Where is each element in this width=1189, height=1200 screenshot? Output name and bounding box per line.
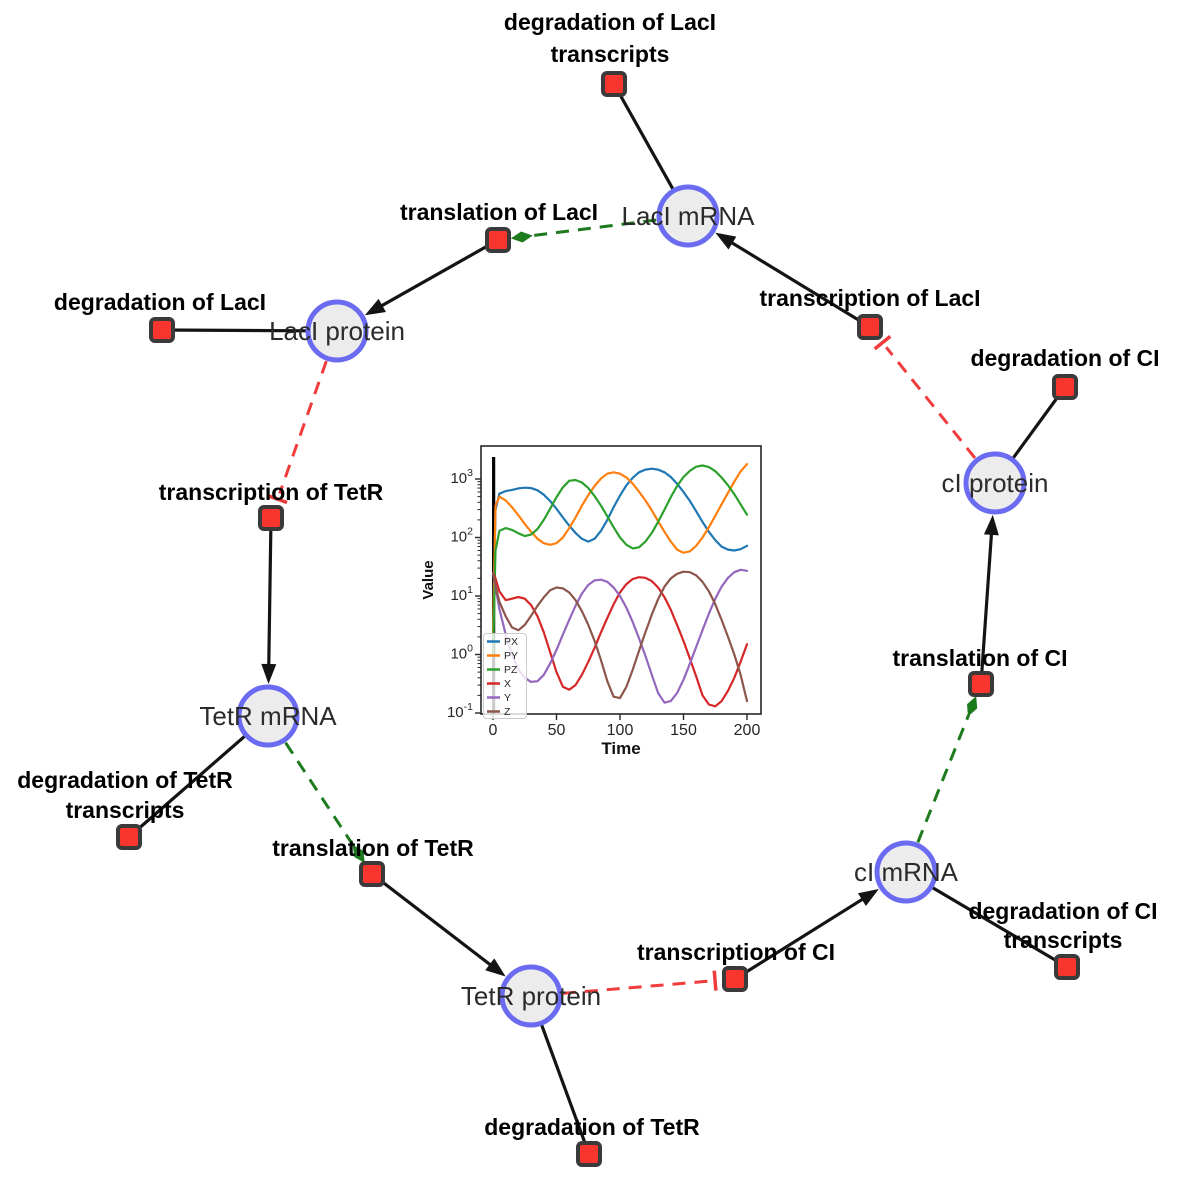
edge-modifier-tetR_mRNA-tl_tetR: [284, 741, 356, 848]
y-tick-label: 10-1: [447, 701, 473, 721]
series-line-PY: [491, 463, 749, 639]
edge-product-tetR_protein-tl_tetR-arrowhead: [485, 958, 506, 977]
x-tick-label: 200: [734, 722, 761, 739]
species-node-tetR_mRNA[interactable]: [236, 684, 300, 748]
edge-inhibitor-lacI_protein-tr_tetR: [278, 360, 328, 494]
series-line-X: [491, 571, 749, 708]
reaction-label-tr_cI: transcription of CI: [637, 939, 835, 965]
legend-label-X: X: [504, 678, 511, 690]
y-tick-label: 103: [450, 467, 473, 487]
x-axis-title: Time: [601, 739, 640, 758]
reaction-label-tr_tetR: transcription of TetR: [159, 479, 384, 505]
x-tick-label: 100: [607, 722, 634, 739]
species-label-tetR_protein: TetR protein: [461, 981, 601, 1011]
edge-inhibitor-tetR_protein-tr_cI: [562, 979, 710, 995]
legend-label-PX: PX: [504, 636, 518, 648]
x-tick-label: 0: [489, 722, 498, 739]
legend-label-PZ: PZ: [504, 664, 518, 676]
species-node-lacI_protein[interactable]: [305, 299, 369, 363]
x-tick-label: 150: [670, 722, 697, 739]
reaction-label-deg_cI: degradation of CI: [970, 345, 1159, 371]
species-node-cI_mRNA[interactable]: [874, 840, 938, 904]
reaction-node-tr_tetR[interactable]: [258, 505, 284, 531]
edge-reactant-lacI_mRNA-deg_lacI_tr: [612, 83, 675, 190]
species-node-lacI_mRNA[interactable]: [656, 184, 720, 248]
edge-product-lacI_mRNA-tr_lacI-arrowhead: [715, 232, 737, 250]
legend-label-Y: Y: [504, 692, 511, 704]
reaction-node-deg_cI[interactable]: [1052, 374, 1078, 400]
reaction-label-deg_lacI: degradation of LacI: [54, 289, 266, 315]
reaction-label-deg_cI_tr: degradation of CI transcripts: [968, 898, 1157, 953]
y-tick-label: 100: [450, 643, 473, 663]
edge-inhibitor-cI_protein-tr_lacI: [885, 346, 977, 459]
species-label-cI_mRNA: cI mRNA: [854, 857, 959, 887]
species-label-tetR_mRNA: TetR mRNA: [199, 701, 337, 731]
x-tick-label: 50: [548, 722, 566, 739]
species-label-cI_protein: cI protein: [942, 468, 1049, 498]
reaction-node-tr_cI[interactable]: [722, 966, 748, 992]
edge-product-tetR_protein-tl_tetR: [371, 872, 495, 969]
reaction-label-deg_lacI_tr: degradation of LacI transcripts: [504, 9, 716, 67]
edge-inhibitor-cI_protein-tr_lacI-tbar: [873, 334, 892, 351]
edge-inhibitor-lacI_protein-tr_tetR-tbar: [267, 494, 288, 505]
reaction-label-tl_tetR: translation of TetR: [272, 835, 474, 861]
reaction-nodes-layer: [116, 71, 1080, 1167]
edge-product-lacI_mRNA-tr_lacI: [727, 239, 871, 329]
species-node-cI_protein[interactable]: [963, 451, 1027, 515]
reaction-label-tl_lacI: translation of LacI: [400, 199, 598, 225]
y-axis-title: Value: [420, 560, 437, 599]
edge-modifier-tetR_mRNA-tl_tetR-diamond: [352, 844, 365, 864]
reaction-node-tl_lacI[interactable]: [485, 227, 511, 253]
series-line-PX: [491, 467, 749, 639]
legend-label-Z: Z: [504, 706, 511, 718]
edge-product-lacI_protein-tl_lacI-arrowhead: [364, 298, 386, 316]
edge-product-tetR_mRNA-tr_tetR-arrowhead: [261, 663, 277, 685]
edge-modifier-cI_mRNA-tl_cI: [916, 714, 971, 843]
reaction-node-deg_lacI_tr[interactable]: [601, 71, 627, 97]
series-line-Z: [491, 570, 749, 703]
series-line-PZ: [491, 464, 749, 656]
species-node-tetR_protein[interactable]: [499, 964, 563, 1028]
species-label-lacI_protein: LacI protein: [269, 316, 405, 346]
edge-product-lacI_protein-tl_lacI: [377, 238, 499, 310]
plot-legend: PX PY PZ XYZ: [483, 633, 527, 719]
edges-layer: [127, 83, 1068, 1155]
species-nodes-layer: [236, 184, 1027, 1028]
reaction-node-tr_lacI[interactable]: [857, 314, 883, 340]
series-line-Y: [491, 568, 749, 704]
edge-product-cI_protein-tl_cI: [979, 529, 994, 685]
edge-reactant-tetR_protein-deg_tetR: [540, 1024, 591, 1155]
edge-reactant-cI_mRNA-deg_cI_tr: [931, 886, 1068, 969]
species-label-lacI_mRNA: LacI mRNA: [622, 201, 756, 231]
edge-product-cI_protein-tl_cI-arrowhead: [983, 514, 999, 536]
edge-reactant-lacI_protein-deg_lacI: [161, 328, 307, 333]
labels-layer: degradation of LacI transcripts translatio…: [17, 9, 1159, 1140]
edge-product-tetR_mRNA-tr_tetR: [267, 517, 273, 670]
reaction-node-tl_tetR[interactable]: [359, 861, 385, 887]
reaction-node-deg_tetR[interactable]: [576, 1141, 602, 1167]
plot-frame: [480, 445, 762, 715]
reaction-node-deg_tetR_tr[interactable]: [116, 824, 142, 850]
reaction-node-deg_cI_tr[interactable]: [1054, 954, 1080, 980]
edge-reactant-tetR_mRNA-deg_tetR_tr: [127, 735, 246, 839]
edge-inhibitor-tetR_protein-tr_cI-tbar: [712, 970, 718, 991]
reaction-node-deg_lacI[interactable]: [149, 317, 175, 343]
edge-product-cI_mRNA-tr_cI-arrowhead: [857, 888, 879, 906]
legend-label-PY: PY: [504, 650, 518, 662]
y-tick-label: 101: [450, 584, 473, 604]
reaction-label-tr_lacI: transcription of LacI: [759, 285, 980, 311]
edge-modifier-cI_mRNA-tl_cI-diamond: [966, 696, 978, 717]
reaction-node-tl_cI[interactable]: [968, 671, 994, 697]
reaction-label-deg_tetR_tr: degradation of TetR transcripts: [17, 767, 233, 823]
reaction-label-tl_cI: translation of CI: [892, 645, 1067, 671]
y-tick-label: 102: [450, 526, 473, 546]
edge-modifier-lacI_mRNA-tl_lacI-diamond: [510, 231, 533, 243]
edge-product-cI_mRNA-tr_cI: [734, 895, 868, 981]
reaction-label-deg_tetR: degradation of TetR: [484, 1114, 700, 1140]
